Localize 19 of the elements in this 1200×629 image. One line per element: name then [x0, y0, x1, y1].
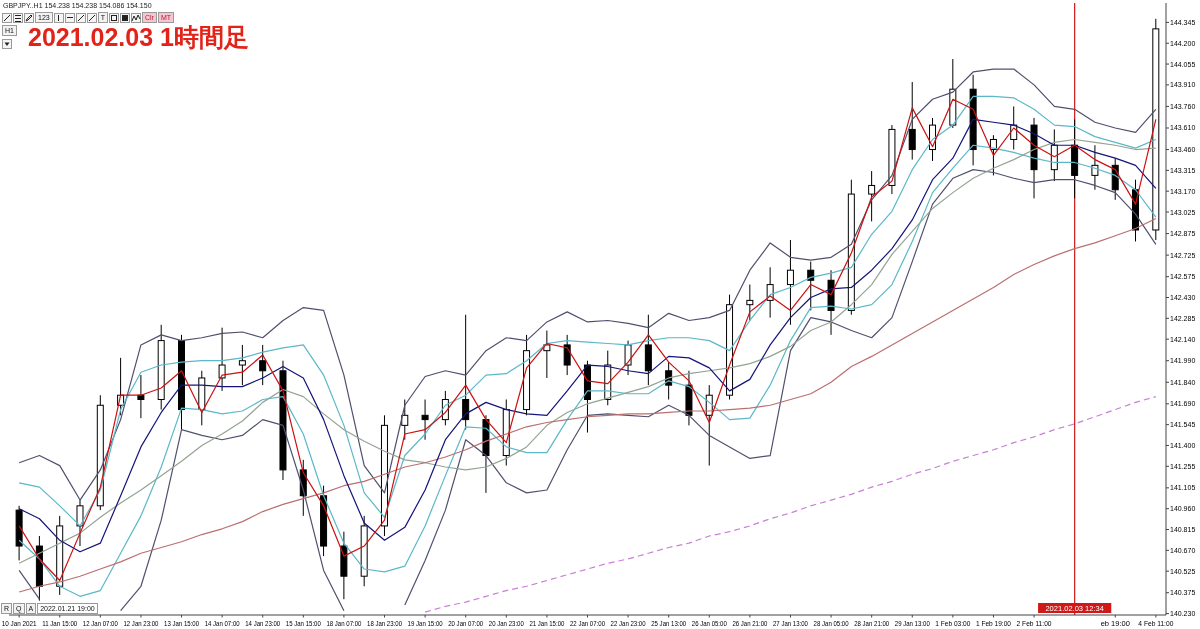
- text: 2021.02.03 1時間足: [28, 23, 249, 51]
- candlestick: [259, 344, 267, 386]
- candlestick: [218, 327, 226, 392]
- candlestick: [908, 81, 916, 161]
- candlestick: [421, 399, 429, 441]
- candlestick: [462, 314, 470, 431]
- candlestick: [76, 499, 84, 547]
- candlestick: [401, 399, 409, 441]
- candlestick: [137, 374, 145, 419]
- candlestick: [786, 239, 794, 326]
- line-series: [424, 396, 1157, 613]
- candlestick: [238, 344, 246, 386]
- candlestick: [746, 284, 754, 321]
- candlestick: [624, 340, 632, 376]
- candlestick: [563, 334, 571, 376]
- candlestick: [1091, 144, 1099, 191]
- candlestick: [543, 330, 551, 379]
- line-series: [18, 217, 1157, 593]
- candlestick: [868, 170, 876, 222]
